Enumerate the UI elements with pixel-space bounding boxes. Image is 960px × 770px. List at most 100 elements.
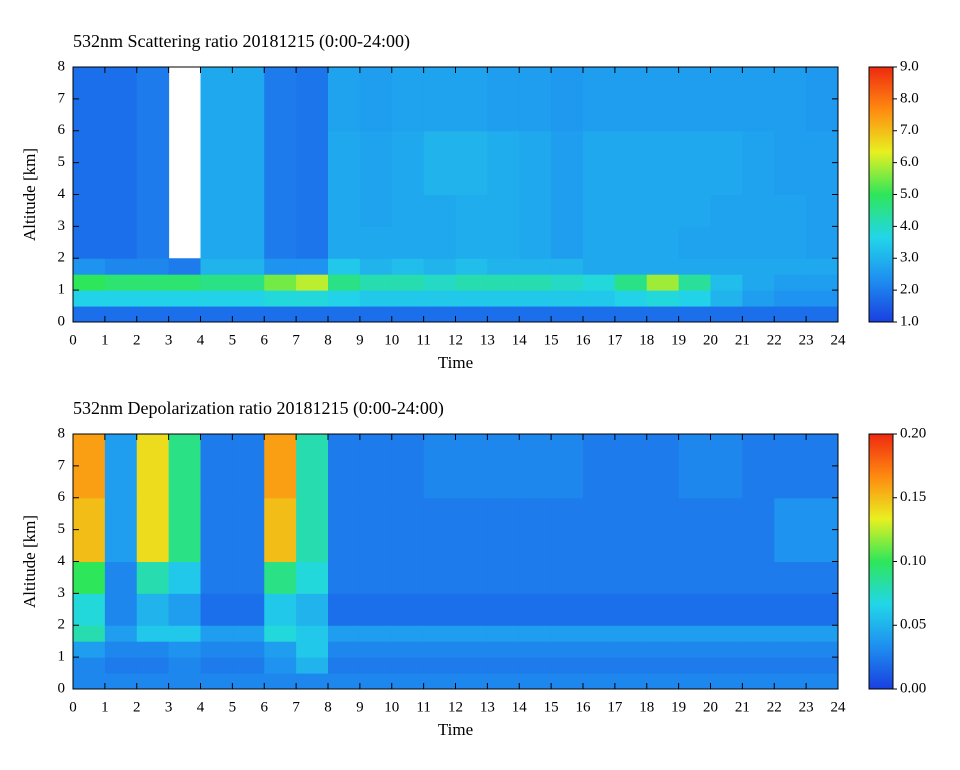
x-tick-label: 9 xyxy=(356,332,364,348)
colorbar-tick-label: 7.0 xyxy=(900,122,919,138)
y-tick-label: 8 xyxy=(58,425,66,441)
heat-cell xyxy=(710,306,743,323)
heat-cell xyxy=(359,593,393,626)
x-tick-label: 14 xyxy=(512,332,528,348)
heat-cell xyxy=(73,625,106,642)
heat-cell xyxy=(487,226,520,259)
heat-cell xyxy=(614,130,648,195)
heat-cell xyxy=(200,306,233,323)
heat-cell xyxy=(232,290,265,307)
y-tick-label: 3 xyxy=(58,218,66,234)
x-tick-label: 9 xyxy=(356,699,364,715)
colorbar-tick-label: 9.0 xyxy=(900,58,919,74)
heat-cell xyxy=(328,306,361,323)
heat-cell xyxy=(742,561,775,594)
x-tick-label: 24 xyxy=(831,699,847,715)
heat-cell xyxy=(328,593,361,626)
heat-cell xyxy=(264,274,297,291)
heat-cell xyxy=(646,130,680,195)
heat-cell xyxy=(806,673,839,690)
heat-cell xyxy=(774,497,807,562)
heat-cell xyxy=(391,306,425,323)
heat-cell xyxy=(774,130,807,195)
heat-cell xyxy=(232,67,265,132)
heat-cell xyxy=(423,497,456,562)
x-tick-label: 5 xyxy=(229,332,237,348)
heat-cell xyxy=(455,290,488,307)
heat-cell xyxy=(328,67,361,132)
heat-cell xyxy=(136,561,170,594)
heat-cell xyxy=(551,593,584,626)
colorbar-tick-label: 0.10 xyxy=(900,553,926,569)
heat-cell xyxy=(774,290,807,307)
heat-cell xyxy=(614,673,648,690)
heat-cell xyxy=(455,226,488,259)
x-tick-label: 6 xyxy=(261,699,269,715)
heat-cell xyxy=(200,434,233,499)
heat-cell xyxy=(296,593,329,626)
heat-cell xyxy=(328,657,361,674)
x-tick-label: 15 xyxy=(544,699,559,715)
colorbar-tick-label: 3.0 xyxy=(900,250,919,266)
heat-cell xyxy=(73,593,106,626)
y-tick-label: 2 xyxy=(58,617,66,633)
heat-cell xyxy=(614,497,648,562)
x-tick-label: 1 xyxy=(101,699,109,715)
x-tick-label: 18 xyxy=(639,699,654,715)
heat-cell xyxy=(359,306,393,323)
heat-cell xyxy=(614,67,648,132)
y-tick-label: 1 xyxy=(58,649,66,665)
heat-cell xyxy=(391,497,425,562)
heat-cell xyxy=(774,306,807,323)
y-tick-label: 3 xyxy=(58,585,66,601)
chart: 532nm Scattering ratio 20181215 (0:00-24… xyxy=(20,31,919,372)
x-tick-label: 0 xyxy=(69,332,77,348)
heat-cell xyxy=(136,194,170,227)
heat-cell xyxy=(614,593,648,626)
x-tick-label: 24 xyxy=(831,332,847,348)
heat-cell xyxy=(646,290,680,307)
x-tick-label: 3 xyxy=(165,699,173,715)
heat-cell xyxy=(104,657,138,674)
x-tick-label: 13 xyxy=(480,332,495,348)
heat-cell xyxy=(710,625,743,642)
heat-cell xyxy=(328,497,361,562)
heat-cell xyxy=(487,130,520,195)
x-tick-label: 4 xyxy=(197,699,205,715)
heat-cell xyxy=(232,497,265,562)
heat-cell xyxy=(455,258,488,275)
heat-cell xyxy=(646,258,680,275)
heat-cell xyxy=(710,226,743,259)
heat-cell xyxy=(423,194,456,227)
heat-cell xyxy=(678,274,711,291)
x-tick-label: 5 xyxy=(229,699,237,715)
heat-cell xyxy=(614,306,648,323)
heat-cell xyxy=(423,434,456,499)
heat-cell xyxy=(710,497,743,562)
heat-cell xyxy=(710,673,743,690)
heat-cell xyxy=(551,625,584,642)
heat-cell xyxy=(551,226,584,259)
heat-cell xyxy=(232,641,265,658)
heat-cell xyxy=(583,226,616,259)
heat-cell xyxy=(296,67,329,132)
heat-cell xyxy=(583,497,616,562)
x-tick-label: 2 xyxy=(133,699,141,715)
heat-cell xyxy=(232,130,265,195)
y-tick-label: 6 xyxy=(58,122,66,138)
y-tick-label: 5 xyxy=(58,521,66,537)
heat-cell xyxy=(264,306,297,323)
heat-cell xyxy=(614,561,648,594)
heat-cell xyxy=(104,306,138,323)
heat-cell xyxy=(774,561,807,594)
heat-cell xyxy=(359,290,393,307)
heat-cell xyxy=(678,434,711,499)
heat-cell xyxy=(455,274,488,291)
heat-cell xyxy=(264,497,297,562)
heat-cell xyxy=(264,130,297,195)
heat-cell xyxy=(296,641,329,658)
heat-cell xyxy=(806,306,839,323)
heat-cell xyxy=(519,290,552,307)
x-tick-label: 20 xyxy=(703,699,718,715)
